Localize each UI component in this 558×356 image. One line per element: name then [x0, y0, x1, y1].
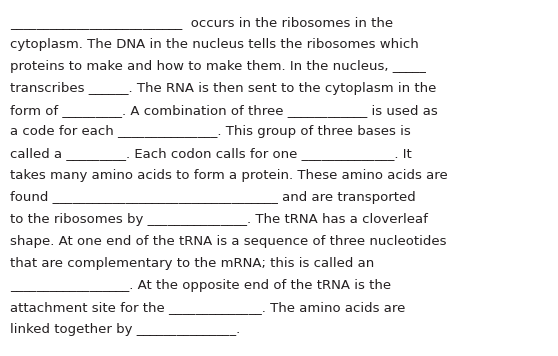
Text: linked together by _______________.: linked together by _______________.	[10, 323, 240, 336]
Text: __________________. At the opposite end of the tRNA is the: __________________. At the opposite end …	[10, 279, 391, 292]
Text: attachment site for the ______________. The amino acids are: attachment site for the ______________. …	[10, 300, 406, 314]
Text: a code for each _______________. This group of three bases is: a code for each _______________. This gr…	[10, 126, 411, 138]
Text: that are complementary to the mRNA; this is called an: that are complementary to the mRNA; this…	[10, 257, 374, 270]
Text: found __________________________________ and are transported: found __________________________________…	[10, 191, 416, 204]
Text: to the ribosomes by _______________. The tRNA has a cloverleaf: to the ribosomes by _______________. The…	[10, 213, 428, 226]
Text: shape. At one end of the tRNA is a sequence of three nucleotides: shape. At one end of the tRNA is a seque…	[10, 235, 446, 248]
Text: cytoplasm. The DNA in the nucleus tells the ribosomes which: cytoplasm. The DNA in the nucleus tells …	[10, 38, 419, 51]
Text: form of _________. A combination of three ____________ is used as: form of _________. A combination of thre…	[10, 104, 438, 117]
Text: transcribes ______. The RNA is then sent to the cytoplasm in the: transcribes ______. The RNA is then sent…	[10, 82, 436, 95]
Text: takes many amino acids to form a protein. These amino acids are: takes many amino acids to form a protein…	[10, 169, 448, 182]
Text: proteins to make and how to make them. In the nucleus, _____: proteins to make and how to make them. I…	[10, 60, 426, 73]
Text: __________________________  occurs in the ribosomes in the: __________________________ occurs in the…	[10, 16, 393, 29]
Text: called a _________. Each codon calls for one ______________. It: called a _________. Each codon calls for…	[10, 147, 412, 161]
